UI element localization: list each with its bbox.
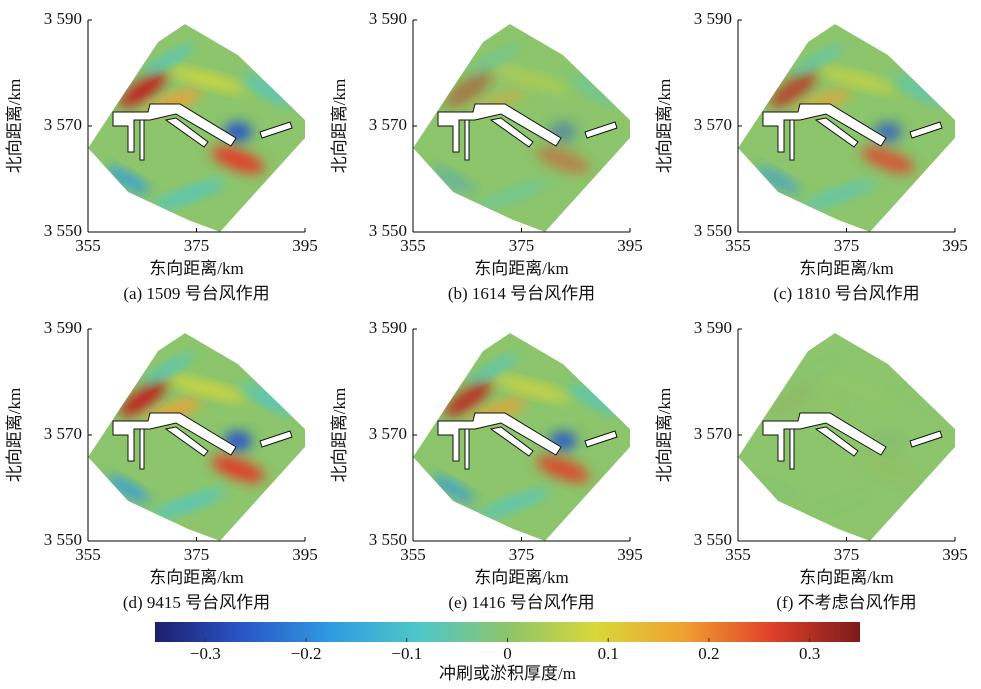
x-axis-label: 东向距离/km [149, 259, 243, 278]
colorbar-tick-label: 0.3 [799, 644, 820, 663]
y-tick-label: 3 590 [369, 318, 407, 337]
y-tick-label: 3 550 [369, 530, 407, 549]
y-tick-label: 3 550 [369, 221, 407, 240]
x-axis-label: 东向距离/km [799, 259, 893, 278]
y-tick-label: 3 590 [44, 9, 82, 28]
y-tick-label: 3 570 [694, 424, 732, 443]
colorbar-tick-label: −0.3 [190, 644, 221, 663]
map-panel: 3553753953 5503 5703 590东向距离/km(f) 不考虑台风… [655, 318, 968, 612]
x-tick-label: 375 [184, 236, 210, 255]
y-tick-label: 3 570 [369, 115, 407, 134]
y-tick-label: 3 550 [44, 530, 82, 549]
y-tick-label: 3 590 [694, 9, 732, 28]
x-axis-label: 东向距离/km [474, 259, 568, 278]
y-tick-label: 3 590 [369, 9, 407, 28]
pier [790, 429, 794, 469]
x-tick-label: 375 [834, 545, 860, 564]
pier [140, 120, 144, 160]
pier [790, 120, 794, 160]
pier [465, 120, 469, 160]
pier [140, 429, 144, 469]
caption: (b) 1614 号台风作用 [448, 284, 595, 303]
colorbar-tick-label: −0.1 [391, 644, 422, 663]
x-tick-label: 395 [942, 545, 968, 564]
colorbar-tick-label: −0.2 [291, 644, 322, 663]
y-axis-label: 北向距离/km [330, 388, 349, 482]
y-tick-label: 3 590 [694, 318, 732, 337]
y-tick-label: 3 570 [44, 115, 82, 134]
page: {"chart_data":[ {"type":"map","caption":… [0, 0, 981, 689]
y-tick-label: 3 570 [694, 115, 732, 134]
x-axis-label: 东向距离/km [149, 568, 243, 587]
x-tick-label: 395 [617, 236, 643, 255]
caption: (d) 9415 号台风作用 [123, 593, 270, 612]
colorbar-tick-label: 0 [503, 644, 512, 663]
x-tick-label: 375 [834, 236, 860, 255]
colorbar-label: 冲刷或淤积厚度/m [439, 664, 576, 683]
x-tick-label: 395 [292, 236, 318, 255]
y-axis-label: 北向距离/km [5, 388, 24, 482]
y-tick-label: 3 570 [369, 424, 407, 443]
y-tick-label: 3 550 [694, 530, 732, 549]
x-axis-label: 东向距离/km [474, 568, 568, 587]
x-axis-label: 东向距离/km [799, 568, 893, 587]
caption: (e) 1416 号台风作用 [448, 593, 594, 612]
map-panel: 3553753953 5503 5703 590东向距离/km(b) 1614 … [330, 9, 643, 303]
y-axis-label: 北向距离/km [330, 79, 349, 173]
x-tick-label: 395 [617, 545, 643, 564]
y-tick-label: 3 550 [44, 221, 82, 240]
y-axis-label: 北向距离/km [655, 388, 674, 482]
x-tick-label: 375 [184, 545, 210, 564]
y-tick-label: 3 590 [44, 318, 82, 337]
y-tick-label: 3 570 [44, 424, 82, 443]
colorbar-tick-label: 0.1 [598, 644, 619, 663]
y-axis-label: 北向距离/km [5, 79, 24, 173]
figure: 3553753953 5503 5703 590东向距离/km(a) 1509 … [0, 0, 981, 684]
pier [465, 429, 469, 469]
colorbar-tick-label: 0.2 [698, 644, 719, 663]
x-tick-label: 375 [509, 236, 535, 255]
y-axis-label: 北向距离/km [655, 79, 674, 173]
caption: (c) 1810 号台风作用 [773, 284, 919, 303]
caption: (a) 1509 号台风作用 [123, 284, 269, 303]
y-tick-label: 3 550 [694, 221, 732, 240]
x-tick-label: 395 [942, 236, 968, 255]
caption: (f) 不考虑台风作用 [776, 593, 916, 612]
x-tick-label: 375 [509, 545, 535, 564]
x-tick-label: 395 [292, 545, 318, 564]
